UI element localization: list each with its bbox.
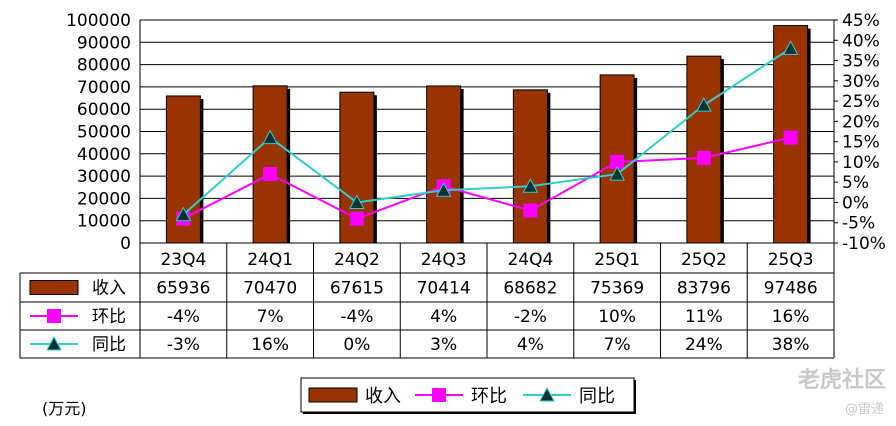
table-row-label: 同比 xyxy=(92,335,126,355)
watermark-text: 老虎社区 xyxy=(797,368,886,393)
series-line xyxy=(182,47,792,216)
legend-label: 同比 xyxy=(579,386,615,407)
right-tick-label: 35% xyxy=(842,52,880,72)
right-tick-label: -5% xyxy=(842,214,875,234)
left-tick-label: 20000 xyxy=(77,189,131,209)
table-cell: 16% xyxy=(772,307,810,327)
table-cell: 11% xyxy=(685,307,723,327)
right-tick-label: 25% xyxy=(842,92,880,112)
right-tick-label: 20% xyxy=(842,112,880,132)
table-cell: -2% xyxy=(514,307,547,327)
right-tick-label: 40% xyxy=(842,31,880,51)
left-tick-label: 80000 xyxy=(77,56,131,76)
left-tick-label: 60000 xyxy=(77,100,131,120)
left-tick-label: 70000 xyxy=(77,78,131,98)
unit-label: (万元) xyxy=(42,399,87,418)
table-cell: 16% xyxy=(251,335,289,355)
table-cell: 65936 xyxy=(156,279,210,299)
point-marker-square xyxy=(783,130,798,145)
table-legend-key xyxy=(47,309,61,323)
point-marker-square xyxy=(523,203,538,218)
point-marker-square xyxy=(349,211,364,226)
table-legend-key xyxy=(539,386,555,402)
bar xyxy=(686,55,722,244)
bar xyxy=(426,85,462,244)
point-marker-triangle xyxy=(262,129,278,145)
table-row-label: 环比 xyxy=(92,307,126,327)
right-tick-label: 30% xyxy=(842,72,880,92)
left-tick-label: 30000 xyxy=(77,167,131,187)
point-marker-triangle xyxy=(435,182,452,197)
table-cell: -4% xyxy=(167,307,200,327)
bar xyxy=(252,85,288,244)
category-label: 24Q4 xyxy=(507,250,553,270)
bar xyxy=(512,89,548,244)
right-tick-label: 5% xyxy=(842,173,869,193)
table-cell: 24% xyxy=(685,335,723,355)
table-cell: 97486 xyxy=(764,279,818,299)
table-legend-key xyxy=(46,335,62,351)
table-cell: 38% xyxy=(772,335,810,355)
table-cell: 7% xyxy=(257,307,284,327)
table-cell: 67615 xyxy=(330,279,384,299)
table-cell: 83796 xyxy=(677,279,731,299)
table-cell: -4% xyxy=(340,307,373,327)
category-label: 25Q1 xyxy=(594,250,640,270)
category-label: 25Q3 xyxy=(768,250,814,270)
point-marker-triangle xyxy=(349,194,365,209)
category-label: 23Q4 xyxy=(160,250,206,270)
point-marker-square xyxy=(696,150,711,165)
point-marker-triangle xyxy=(696,97,712,112)
table-cell: 70414 xyxy=(417,279,471,299)
watermark-author: @雷递 xyxy=(844,402,884,417)
table-cell: 7% xyxy=(604,335,631,355)
table-cell: 3% xyxy=(430,335,457,355)
category-label: 24Q2 xyxy=(334,250,380,270)
category-label: 24Q3 xyxy=(421,250,467,270)
point-marker-triangle xyxy=(782,40,799,55)
table-cell: 10% xyxy=(598,307,636,327)
right-tick-label: 10% xyxy=(842,153,880,173)
point-marker-square xyxy=(610,154,625,169)
left-tick-label: 40000 xyxy=(77,145,131,165)
table-legend-key xyxy=(308,387,358,403)
point-marker-triangle xyxy=(609,166,625,181)
right-tick-label: 0% xyxy=(842,193,869,213)
table-legend-key xyxy=(29,280,79,295)
right-tick-label: 15% xyxy=(842,133,880,153)
legend-label: 环比 xyxy=(471,386,507,407)
category-label: 24Q1 xyxy=(247,250,293,270)
category-label: 25Q2 xyxy=(681,250,727,270)
table-row-label: 收入 xyxy=(92,279,126,299)
table-cell: 4% xyxy=(517,335,544,355)
left-tick-label: 10000 xyxy=(77,212,131,232)
table-cell: -3% xyxy=(167,335,200,355)
point-marker-triangle xyxy=(175,206,192,222)
series-line xyxy=(182,136,791,220)
legend-label: 收入 xyxy=(365,386,401,407)
table-cell: 70470 xyxy=(243,279,297,299)
table-cell: 75369 xyxy=(590,279,644,299)
left-tick-label: 90000 xyxy=(77,33,131,53)
right-tick-label: -10% xyxy=(842,234,886,254)
left-tick-label: 100000 xyxy=(66,11,131,31)
point-marker-triangle xyxy=(522,178,539,193)
left-tick-label: 50000 xyxy=(77,123,131,143)
table-cell: 68682 xyxy=(503,279,557,299)
table-cell: 4% xyxy=(430,307,457,327)
table-legend-key xyxy=(432,388,446,402)
left-tick-label: 0 xyxy=(120,234,131,254)
right-tick-label: 45% xyxy=(842,11,880,31)
point-marker-square xyxy=(263,167,278,182)
table-cell: 0% xyxy=(343,335,370,355)
